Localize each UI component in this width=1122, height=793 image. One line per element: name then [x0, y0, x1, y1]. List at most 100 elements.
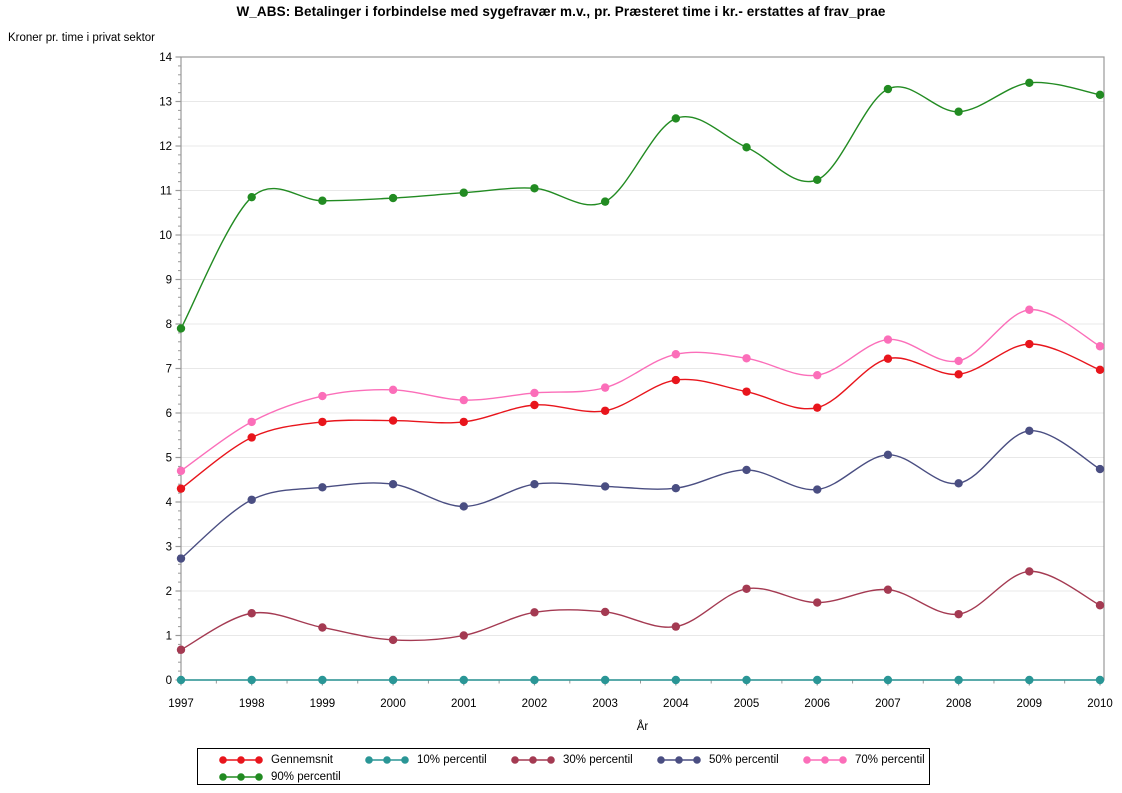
y-tick-label: 2: [166, 586, 172, 598]
data-point-50-percentil: [813, 485, 822, 494]
data-point-30-percentil: [247, 609, 256, 618]
data-point-10-percentil: [742, 675, 751, 685]
legend-item-10-percentil: 10% percentil: [364, 754, 510, 766]
legend-marker-icon: [657, 755, 701, 764]
data-point-90-percentil: [883, 84, 893, 94]
x-tick-label: 2007: [875, 698, 901, 710]
legend-label: 10% percentil: [417, 753, 487, 766]
x-tick-label: 2002: [522, 698, 548, 710]
data-point-gennemsnit: [318, 417, 327, 427]
series-line-90-percentil: [180, 81, 1101, 329]
data-point-gennemsnit: [813, 403, 822, 412]
data-point-50-percentil: [459, 502, 468, 511]
x-tick-label: 2008: [946, 698, 972, 710]
y-tick-label: 13: [159, 97, 172, 109]
data-point-90-percentil: [813, 175, 822, 185]
y-tick-label: 11: [160, 186, 172, 198]
data-point-50-percentil: [530, 480, 539, 489]
chart-title: W_ABS: Betalinger i forbindelse med syge…: [236, 4, 886, 19]
data-point-10-percentil: [176, 675, 186, 685]
data-point-70-percentil: [813, 370, 822, 380]
data-point-30-percentil: [530, 608, 539, 617]
data-point-30-percentil: [388, 635, 398, 645]
data-point-90-percentil: [318, 196, 327, 205]
x-tick-label: 2000: [380, 698, 406, 710]
data-point-70-percentil: [318, 391, 327, 401]
data-point-50-percentil: [1095, 464, 1105, 474]
legend: Gennemsnit 10% percentil 30% percentil 50% …: [197, 748, 930, 785]
x-tick-label: 2001: [451, 698, 477, 710]
data-point-50-percentil: [247, 495, 256, 504]
legend-item-30-percentil: 30% percentil: [510, 754, 656, 766]
data-point-30-percentil: [1095, 601, 1105, 610]
data-point-70-percentil: [954, 356, 963, 366]
data-point-50-percentil: [1025, 426, 1034, 435]
data-point-10-percentil: [883, 675, 893, 685]
y-tick-label: 5: [166, 453, 172, 465]
legend-label: Gennemsnit: [271, 753, 334, 766]
x-tick-label: 1997: [168, 698, 194, 710]
data-point-90-percentil: [954, 107, 963, 116]
x-tick-label: 1999: [310, 698, 336, 710]
legend-marker-icon: [365, 755, 409, 764]
data-point-30-percentil: [883, 585, 893, 594]
data-point-10-percentil: [247, 675, 256, 685]
series-line-50-percentil: [180, 430, 1101, 560]
y-tick-label: 8: [166, 319, 172, 331]
y-axis-title: Kroner pr. time i privat sektor: [8, 32, 155, 44]
legend-label: 30% percentil: [563, 753, 633, 766]
data-point-90-percentil: [1025, 78, 1034, 88]
legend-label: 90% percentil: [271, 770, 341, 783]
data-point-10-percentil: [318, 675, 327, 685]
data-point-10-percentil: [671, 675, 681, 685]
data-point-90-percentil: [176, 324, 186, 333]
data-point-10-percentil: [1025, 675, 1034, 685]
y-tick-label: 0: [166, 675, 172, 687]
data-point-30-percentil: [1025, 567, 1034, 576]
data-point-70-percentil: [742, 354, 751, 363]
data-point-10-percentil: [813, 675, 822, 685]
data-point-10-percentil: [459, 675, 468, 685]
legend-marker-icon: [803, 755, 847, 764]
y-tick-label: 1: [166, 631, 172, 643]
data-point-30-percentil: [742, 584, 751, 593]
series-line-30-percentil: [180, 570, 1101, 651]
data-point-30-percentil: [671, 622, 681, 631]
x-tick-label: 1998: [239, 698, 265, 710]
legend-marker-icon: [219, 755, 263, 764]
data-point-gennemsnit: [459, 417, 468, 427]
legend-item-gennemsnit: Gennemsnit: [218, 754, 364, 766]
legend-label: 50% percentil: [709, 753, 779, 766]
data-point-90-percentil: [671, 114, 681, 123]
data-point-50-percentil: [883, 450, 893, 460]
data-point-50-percentil: [954, 479, 963, 488]
data-point-90-percentil: [742, 143, 751, 152]
y-tick-label: 10: [159, 230, 172, 242]
data-point-10-percentil: [1095, 675, 1105, 685]
data-point-90-percentil: [1095, 90, 1105, 100]
data-point-70-percentil: [459, 395, 468, 405]
x-tick-label: 2004: [663, 698, 689, 710]
data-point-gennemsnit: [742, 387, 751, 396]
y-tick-label: 3: [166, 542, 172, 554]
x-tick-label: 2006: [804, 698, 830, 710]
data-point-70-percentil: [671, 350, 681, 359]
data-point-70-percentil: [600, 383, 610, 392]
data-point-10-percentil: [388, 675, 398, 685]
data-point-10-percentil: [954, 675, 963, 685]
data-point-gennemsnit: [1095, 365, 1105, 375]
data-point-gennemsnit: [388, 416, 398, 425]
data-point-70-percentil: [176, 466, 186, 476]
data-point-gennemsnit: [671, 375, 681, 385]
data-point-gennemsnit: [883, 354, 893, 363]
x-tick-label: 2005: [734, 698, 760, 710]
data-point-90-percentil: [459, 188, 468, 197]
data-point-70-percentil: [530, 388, 539, 398]
data-point-30-percentil: [954, 609, 963, 619]
data-point-gennemsnit: [247, 433, 256, 442]
data-point-90-percentil: [530, 184, 539, 193]
data-point-10-percentil: [530, 675, 539, 685]
data-point-50-percentil: [318, 483, 327, 492]
data-point-70-percentil: [1025, 305, 1034, 314]
